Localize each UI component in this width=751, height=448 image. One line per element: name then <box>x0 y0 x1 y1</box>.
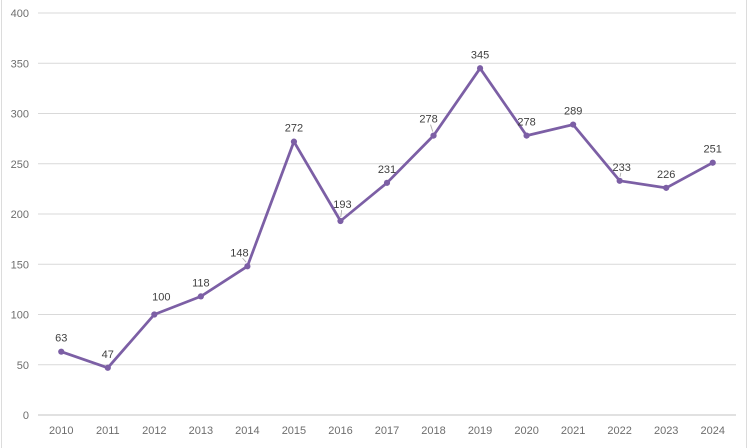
right-edge-border <box>746 0 747 448</box>
x-axis-tick-label: 2012 <box>142 425 166 437</box>
x-axis-tick-label: 2014 <box>235 425 259 437</box>
data-point-marker <box>337 217 344 225</box>
data-point-marker <box>663 184 670 191</box>
x-axis-tick-label: 2023 <box>654 425 678 437</box>
data-label: 345 <box>471 49 489 61</box>
left-edge-border <box>1 0 2 448</box>
x-axis-tick-label: 2011 <box>96 425 120 437</box>
data-label: 231 <box>378 164 396 176</box>
y-axis-tick-label: 0 <box>23 410 29 422</box>
data-label: 278 <box>517 117 535 129</box>
y-axis-tick-label: 150 <box>11 259 29 271</box>
y-axis-tick-label: 100 <box>11 310 29 322</box>
x-axis-tick-label: 2019 <box>468 425 492 437</box>
data-label: 226 <box>657 169 675 181</box>
y-axis-tick-label: 50 <box>17 360 29 372</box>
data-label: 47 <box>102 349 114 361</box>
data-label-leader-line <box>242 257 247 263</box>
data-point-marker <box>476 65 484 72</box>
x-axis-tick-label: 2013 <box>189 425 213 437</box>
y-axis-tick-label: 200 <box>11 209 29 221</box>
data-point-marker <box>104 364 111 371</box>
x-axis-tick-label: 2024 <box>700 425 724 437</box>
data-point-marker <box>290 138 298 145</box>
data-point-marker <box>616 177 623 184</box>
y-axis-tick-label: 350 <box>11 58 29 70</box>
data-point-marker <box>570 121 577 128</box>
data-label-leader-line <box>430 124 434 132</box>
data-point-marker <box>523 132 530 139</box>
data-label: 251 <box>704 144 722 156</box>
data-label-leader-line <box>619 172 622 177</box>
data-label: 193 <box>333 199 351 211</box>
x-axis-tick-label: 2017 <box>375 425 399 437</box>
data-label-leader-line <box>340 209 343 218</box>
x-axis-tick-label: 2016 <box>328 425 352 437</box>
data-point-marker <box>383 179 391 186</box>
data-label: 63 <box>55 333 67 345</box>
data-point-marker <box>244 263 251 270</box>
data-label: 118 <box>192 277 210 289</box>
x-axis-tick-label: 2020 <box>514 425 538 437</box>
y-axis-tick-label: 300 <box>11 109 29 121</box>
data-label: 289 <box>564 106 582 118</box>
data-point-marker <box>709 159 716 166</box>
data-point-marker <box>197 293 204 300</box>
x-axis-tick-label: 2022 <box>607 425 631 437</box>
data-point-marker <box>430 132 437 139</box>
x-axis-tick-label: 2018 <box>421 425 445 437</box>
data-label: 148 <box>230 247 248 259</box>
x-axis-tick-label: 2010 <box>49 425 73 437</box>
x-axis-tick-label: 2015 <box>282 425 306 437</box>
data-point-marker <box>151 311 158 318</box>
data-point-marker <box>58 348 65 355</box>
y-axis-tick-label: 400 <box>11 8 29 20</box>
data-label: 233 <box>612 162 630 174</box>
data-label: 272 <box>285 123 303 135</box>
data-label: 100 <box>152 292 170 304</box>
x-axis-tick-label: 2021 <box>561 425 585 437</box>
y-axis-tick-label: 250 <box>11 159 29 171</box>
data-label: 278 <box>419 114 437 126</box>
